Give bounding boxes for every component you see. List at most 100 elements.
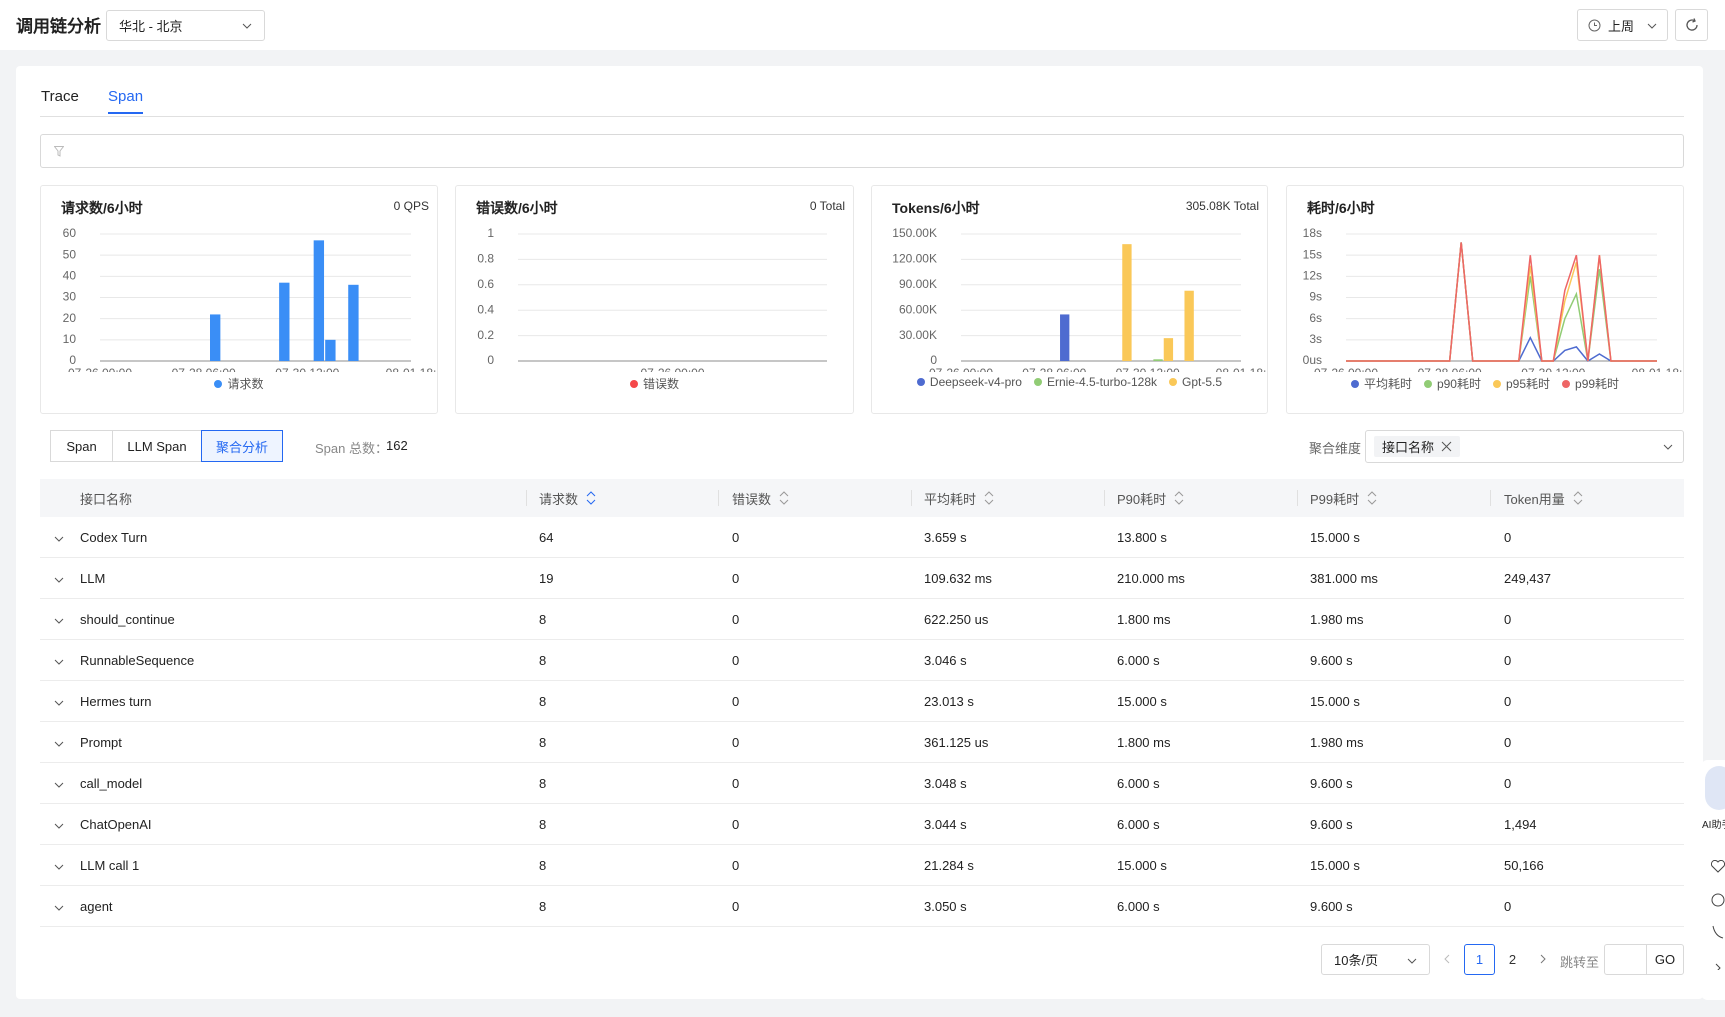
y-tick-label: 60 bbox=[63, 226, 77, 240]
y-tick-label: 60.00K bbox=[899, 302, 937, 316]
line-series bbox=[1346, 242, 1657, 362]
sort-arrows bbox=[1367, 491, 1377, 505]
page-size-select[interactable]: 10条/页 bbox=[1321, 944, 1430, 975]
sort-arrows bbox=[779, 491, 789, 505]
sort-icon[interactable] bbox=[984, 491, 994, 505]
y-tick-label: 150.00K bbox=[892, 226, 937, 240]
page-size: 10条/页 bbox=[1334, 953, 1379, 968]
sort-icon[interactable] bbox=[1573, 491, 1583, 505]
column-separator bbox=[526, 490, 527, 506]
expand-icon[interactable] bbox=[54, 617, 64, 625]
expand-icon[interactable] bbox=[54, 904, 64, 912]
go-button[interactable]: GO bbox=[1646, 944, 1684, 975]
sort-icon[interactable] bbox=[1367, 491, 1377, 505]
x-tick-label: 08-01 18: bbox=[386, 366, 437, 372]
expand-icon[interactable] bbox=[54, 699, 64, 707]
tab[interactable]: Trace bbox=[41, 88, 79, 105]
expand-icon[interactable] bbox=[54, 658, 64, 666]
legend-dot bbox=[1169, 378, 1178, 386]
sort-icon[interactable] bbox=[586, 491, 596, 505]
table-cell: LLM call 1 bbox=[80, 857, 140, 873]
table-cell: 8 bbox=[539, 693, 547, 709]
table-cell: 0 bbox=[732, 857, 740, 873]
legend-dot bbox=[1033, 378, 1042, 386]
table-row: LLM 19 0 109.632 ms 210.000 ms 381.000 ms 249,… bbox=[40, 558, 1684, 599]
expand-icon[interactable] bbox=[54, 863, 64, 871]
page-button[interactable]: 1 bbox=[1464, 944, 1495, 975]
table-cell: 3.048 s bbox=[924, 775, 967, 791]
sort-icon[interactable] bbox=[1174, 491, 1184, 505]
filter-icon bbox=[54, 146, 64, 157]
expand-icon[interactable] bbox=[54, 740, 64, 748]
span-tab[interactable]: LLM Span bbox=[112, 430, 202, 462]
refresh-button[interactable] bbox=[1675, 9, 1708, 41]
column-label: 接口名称 bbox=[80, 491, 133, 507]
table-cell: 0 bbox=[732, 734, 740, 750]
assistant-label: AI助手 bbox=[1702, 820, 1725, 831]
sort-arrows bbox=[1174, 491, 1184, 505]
column-label: 请求数 bbox=[539, 491, 579, 507]
chevron bbox=[1663, 444, 1673, 450]
table-cell: 109.632 ms bbox=[924, 570, 992, 586]
table-cell: 1.800 ms bbox=[1117, 734, 1171, 750]
y-tick-label: 40 bbox=[63, 269, 77, 283]
tag: 接口名称 bbox=[1374, 436, 1461, 457]
x-tick-label: 07-26 00:00 bbox=[1314, 366, 1378, 372]
span-tab[interactable]: Span bbox=[50, 430, 113, 462]
region-select[interactable]: 华北 - 北京 bbox=[106, 10, 265, 41]
table-cell: 15.000 s bbox=[1310, 857, 1360, 873]
y-tick-label: 0us bbox=[1303, 353, 1322, 367]
table-cell: 13.800 s bbox=[1117, 529, 1167, 545]
table-cell: 3.050 s bbox=[924, 898, 967, 914]
table-cell: 1.980 ms bbox=[1310, 611, 1364, 627]
legend-item: 平均耗时 bbox=[1350, 375, 1412, 392]
table-cell: 0 bbox=[1504, 775, 1512, 791]
legend-dot bbox=[916, 378, 925, 386]
y-tick-label: 20 bbox=[63, 311, 77, 325]
expand-icon[interactable] bbox=[54, 822, 64, 830]
table-cell: Hermes turn bbox=[80, 693, 152, 709]
region: 华北 - 北京 bbox=[119, 19, 183, 34]
chevron bbox=[54, 823, 64, 829]
legend: 错误数 bbox=[456, 375, 853, 392]
expand-icon[interactable] bbox=[54, 576, 64, 584]
y-tick-label: 9s bbox=[1309, 290, 1322, 304]
chevron bbox=[54, 905, 64, 911]
chevron bbox=[54, 536, 64, 542]
sort-icon[interactable] bbox=[779, 491, 789, 505]
assistant[interactable]: AI助手 bbox=[1697, 762, 1725, 834]
table-cell: Codex Turn bbox=[80, 529, 148, 545]
expand-icon[interactable] bbox=[54, 535, 64, 543]
prev-page[interactable] bbox=[1443, 954, 1451, 964]
table-cell: 15.000 s bbox=[1310, 529, 1360, 545]
table-header: 接口名称 请求数 错误数 平均耗时 P90耗时 P99耗时 Token用量 bbox=[40, 479, 1684, 517]
group-by-select[interactable]: 接口名称 bbox=[1365, 430, 1684, 463]
x-tick-label: 07-26 00:00 bbox=[640, 366, 704, 372]
tag-close[interactable] bbox=[1441, 441, 1452, 452]
tab-active[interactable]: Span bbox=[108, 88, 144, 114]
y-tick-label: 12s bbox=[1303, 269, 1322, 283]
y-tick-label: 3s bbox=[1309, 332, 1322, 346]
y-tick-label: 90.00K bbox=[899, 277, 937, 291]
jump-input[interactable] bbox=[1604, 944, 1647, 975]
table-row: LLM call 1 8 0 21.284 s 15.000 s 15.000 s 50,1… bbox=[40, 845, 1684, 886]
table-cell: 3.046 s bbox=[924, 652, 967, 668]
next-page[interactable] bbox=[1539, 954, 1547, 964]
side-icons[interactable] bbox=[1711, 860, 1725, 970]
x-tick-label: 07-26 00:00 bbox=[68, 366, 132, 372]
page-button[interactable]: 2 bbox=[1508, 952, 1517, 967]
table-cell: 1,494 bbox=[1504, 816, 1537, 832]
table-cell: 9.600 s bbox=[1310, 816, 1353, 832]
column-label: P99耗时 bbox=[1310, 491, 1360, 507]
span-tab[interactable]: 聚合分析 bbox=[201, 430, 283, 462]
line-series bbox=[1346, 242, 1657, 362]
table-cell: 0 bbox=[1504, 529, 1512, 545]
table-cell: 8 bbox=[539, 857, 547, 873]
time-select[interactable]: 上周 bbox=[1577, 9, 1668, 41]
jump-label: 跳转至 bbox=[1560, 955, 1600, 970]
filter-input[interactable] bbox=[40, 134, 1684, 168]
expand-icon[interactable] bbox=[54, 781, 64, 789]
column-header: 接口名称 bbox=[80, 479, 132, 517]
assistant-avatar bbox=[1705, 766, 1725, 810]
y-tick-label: 50 bbox=[63, 247, 77, 261]
